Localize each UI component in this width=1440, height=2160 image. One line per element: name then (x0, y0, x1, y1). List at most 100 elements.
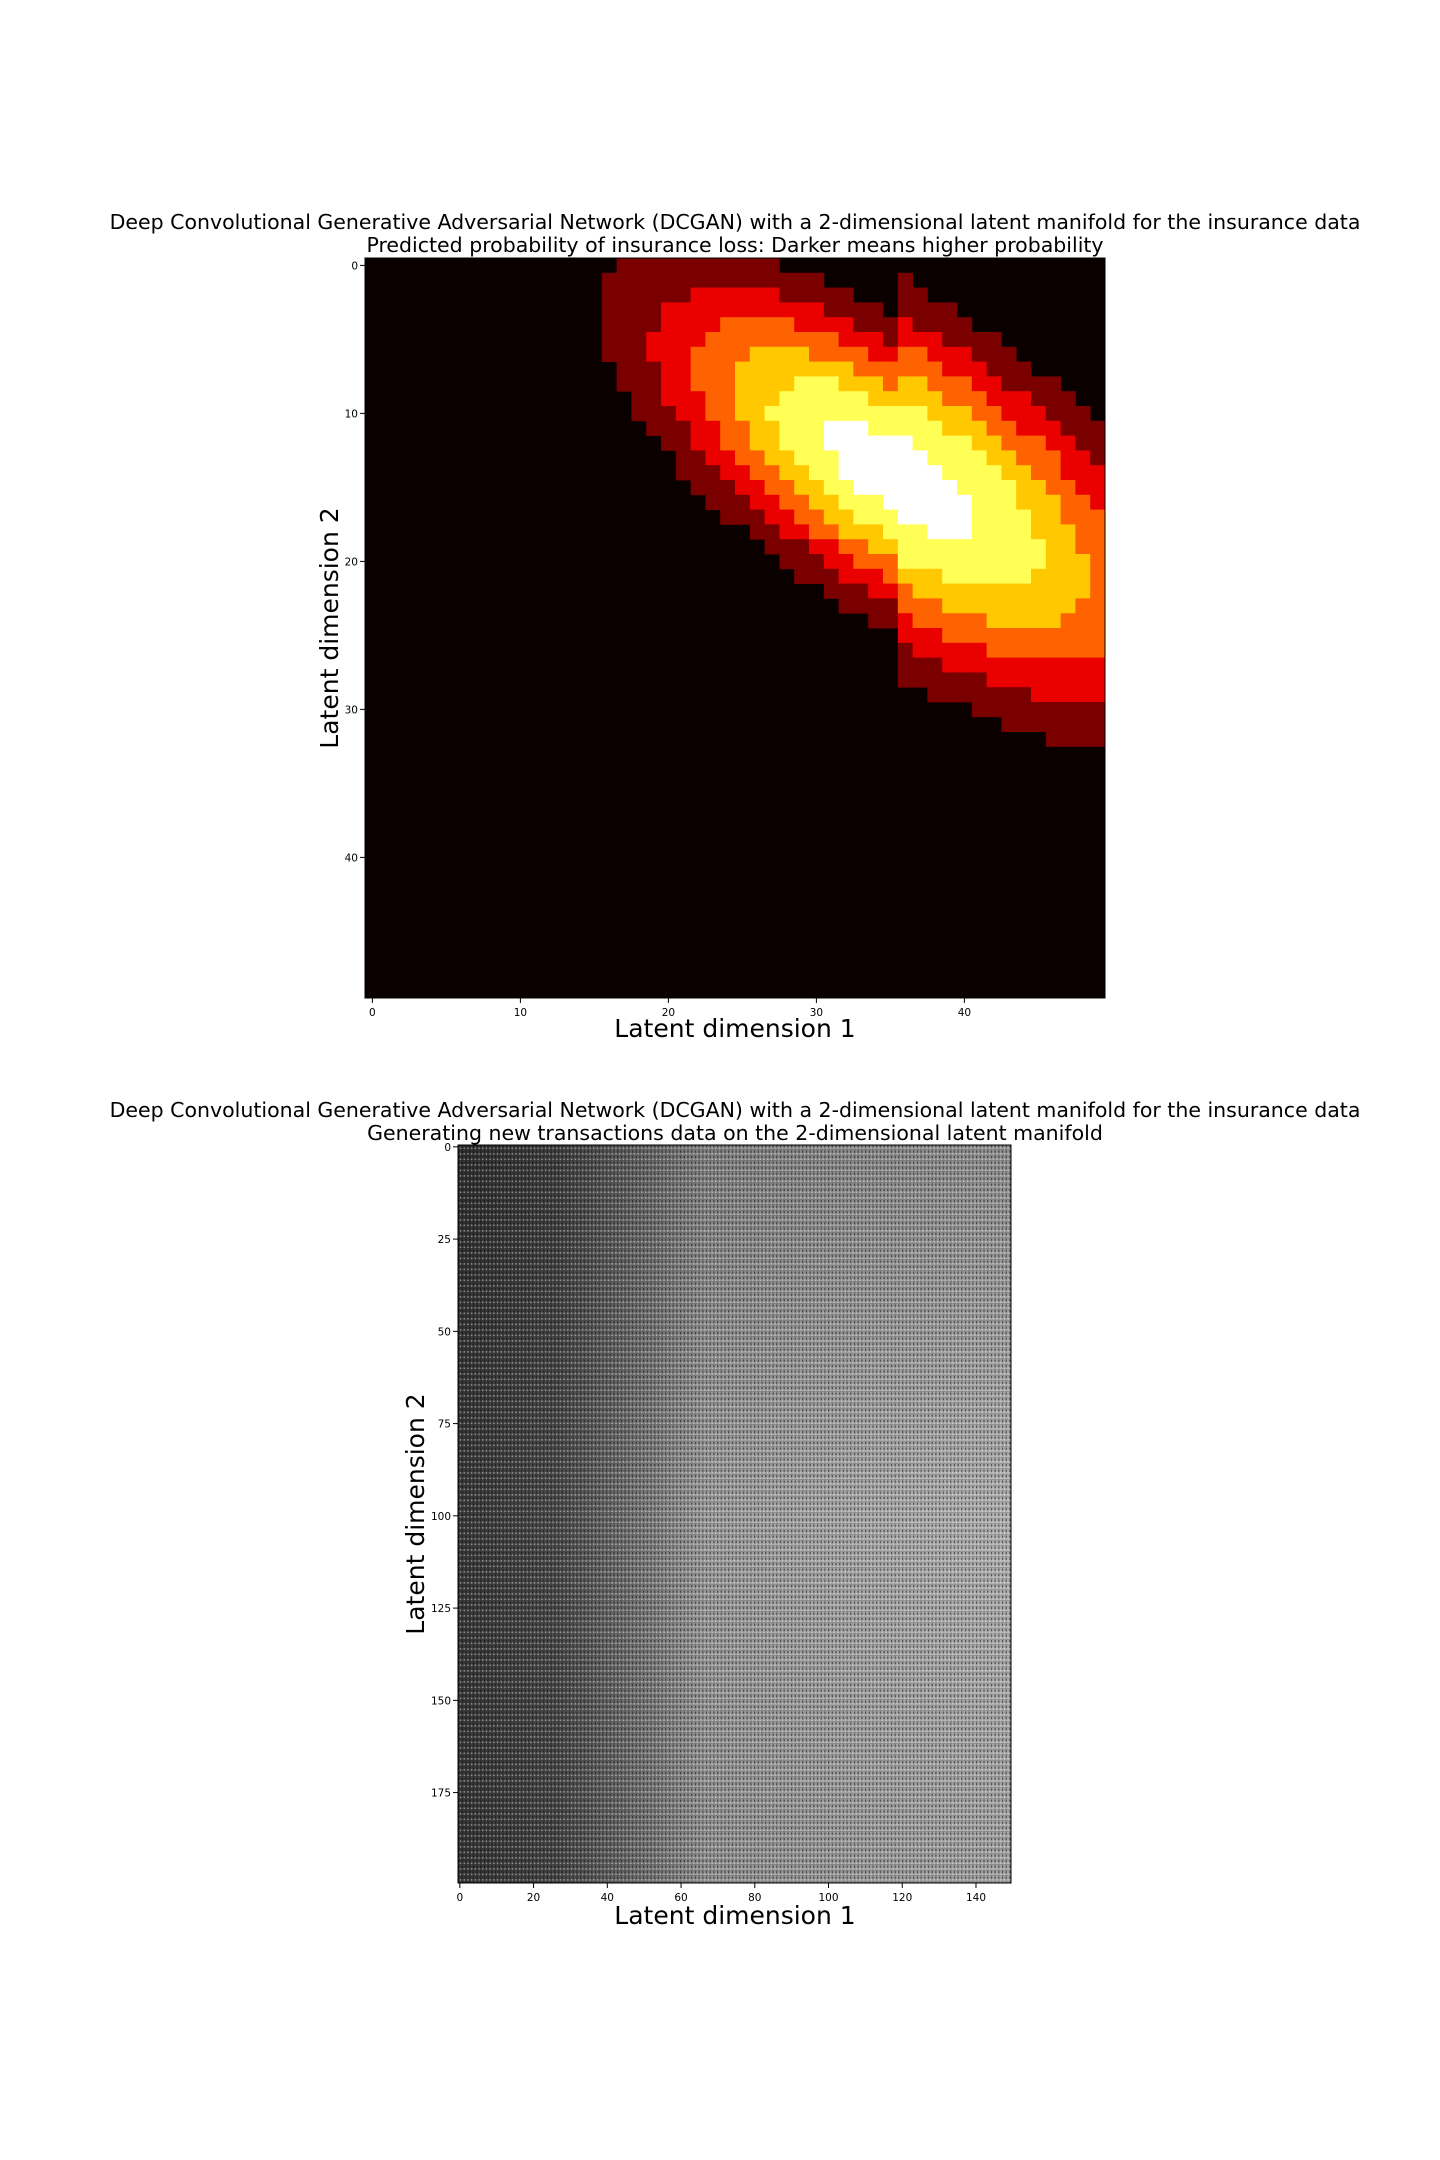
heatmap-cell (986, 613, 1002, 629)
x-tick-label: 20 (662, 1007, 675, 1019)
heatmap-cell (705, 361, 721, 377)
heatmap-cell (912, 435, 928, 451)
heatmap-cell (912, 317, 928, 333)
heatmap-cell (838, 480, 854, 496)
heatmap-cell (883, 406, 899, 422)
heatmap-cell (957, 554, 973, 570)
heatmap-cell (1031, 613, 1047, 629)
heatmap-cell (779, 406, 795, 422)
heatmap-cell (764, 258, 780, 274)
heatmap-cell (1001, 406, 1017, 422)
heatmap-cell (720, 420, 736, 436)
heatmap-cell (927, 539, 943, 555)
heatmap-cell (927, 628, 943, 644)
heatmap-cell (942, 420, 958, 436)
heatmap-cell (971, 613, 987, 629)
heatmap-cell (690, 465, 706, 481)
heatmap-cell (853, 435, 869, 451)
heatmap-cell (868, 361, 884, 377)
heatmap-cell (1090, 435, 1106, 451)
heatmap-cell (1001, 391, 1017, 407)
heatmap-cell (912, 420, 928, 436)
heatmap-cell (868, 391, 884, 407)
heatmap-cell (942, 376, 958, 392)
heatmap-cell (1060, 539, 1076, 555)
heatmap-cell (883, 524, 899, 540)
heatmap-cell (897, 657, 913, 673)
heatmap-cell (735, 494, 751, 510)
heatmap-cell (1060, 554, 1076, 570)
heatmap-cell (690, 406, 706, 422)
heatmap-cell (616, 317, 632, 333)
heatmap-cell (809, 376, 825, 392)
heatmap-cell (1016, 554, 1032, 570)
heatmap-cell (749, 420, 765, 436)
heatmap-cell (1045, 702, 1061, 718)
heatmap-cell (1031, 480, 1047, 496)
heatmap-cell (601, 272, 617, 288)
heatmap-cell (809, 465, 825, 481)
heatmap-cell (794, 494, 810, 510)
heatmap-cell (646, 420, 662, 436)
heatmap-cell (897, 391, 913, 407)
heatmap-cell (823, 317, 839, 333)
heatmap-cell (1031, 628, 1047, 644)
heatmap-cell (927, 509, 943, 525)
heatmap-cell (927, 598, 943, 614)
heatmap-cell (971, 480, 987, 496)
heatmap-cell (927, 406, 943, 422)
heatmap-cell (971, 702, 987, 718)
heatmap-cell (897, 613, 913, 629)
heatmap-cell (838, 317, 854, 333)
heatmap-cell (661, 287, 677, 303)
heatmap-cell (897, 642, 913, 658)
heatmap-cell (1016, 480, 1032, 496)
heatmap-cell (601, 302, 617, 318)
heatmap-cell (1090, 583, 1106, 599)
heatmap-cell (883, 509, 899, 525)
heatmap-cell (1075, 731, 1091, 747)
heatmap-cell (631, 332, 647, 348)
heatmap-cell (631, 346, 647, 362)
heatmap-cell (957, 465, 973, 481)
heatmap-cell (705, 480, 721, 496)
heatmap-cell (779, 450, 795, 466)
heatmap-cell (927, 480, 943, 496)
heatmap-cell (1016, 687, 1032, 703)
heatmap-cell (823, 554, 839, 570)
heatmap-cell (942, 628, 958, 644)
heatmap-cell (690, 420, 706, 436)
x-tick-label: 10 (514, 1007, 527, 1019)
heatmap-cell (675, 406, 691, 422)
chart1-y-ticks: 0 10 20 30 40 (345, 260, 365, 864)
heatmap-cell (1060, 642, 1076, 658)
heatmap-cell (853, 598, 869, 614)
heatmap-cell (1016, 465, 1032, 481)
heatmap-cell (601, 287, 617, 303)
heatmap-cell (1016, 450, 1032, 466)
heatmap-cell (838, 450, 854, 466)
heatmap-cell (1075, 613, 1091, 629)
heatmap-cell (809, 539, 825, 555)
heatmap-cell (823, 376, 839, 392)
x-tick-label: 60 (674, 1892, 687, 1904)
heatmap-cell (764, 376, 780, 392)
chart2-y-ticks: 0 25 50 75 100 125 150 175 (431, 1142, 458, 1800)
heatmap-cell (735, 450, 751, 466)
heatmap-cell (838, 376, 854, 392)
heatmap-cell (1016, 613, 1032, 629)
heatmap-cell (912, 465, 928, 481)
heatmap-cell (749, 272, 765, 288)
heatmap-cell (912, 554, 928, 570)
heatmap-cell (912, 346, 928, 362)
heatmap-cell (897, 598, 913, 614)
heatmap-cell (1045, 613, 1061, 629)
heatmap-cell (616, 346, 632, 362)
heatmap-cell (735, 480, 751, 496)
heatmap-cell (823, 346, 839, 362)
heatmap-cell (927, 672, 943, 688)
heatmap-cell (986, 657, 1002, 673)
heatmap-cell (868, 332, 884, 348)
heatmap-cell (675, 317, 691, 333)
heatmap-cell (705, 420, 721, 436)
